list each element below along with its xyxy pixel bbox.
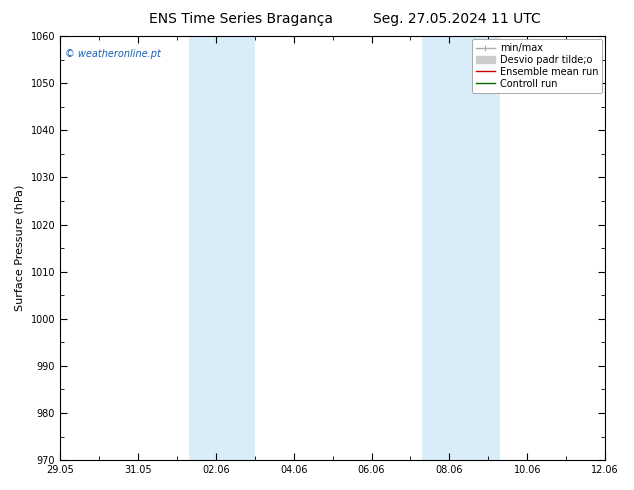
Text: Seg. 27.05.2024 11 UTC: Seg. 27.05.2024 11 UTC	[373, 12, 540, 26]
Legend: min/max, Desvio padr tilde;o, Ensemble mean run, Controll run: min/max, Desvio padr tilde;o, Ensemble m…	[472, 39, 602, 93]
Text: © weatheronline.pt: © weatheronline.pt	[65, 49, 162, 59]
Bar	[188, 36, 255, 460]
Text: ENS Time Series Bragança: ENS Time Series Bragança	[149, 12, 333, 26]
Bar	[422, 36, 500, 460]
Y-axis label: Surface Pressure (hPa): Surface Pressure (hPa)	[15, 185, 25, 311]
